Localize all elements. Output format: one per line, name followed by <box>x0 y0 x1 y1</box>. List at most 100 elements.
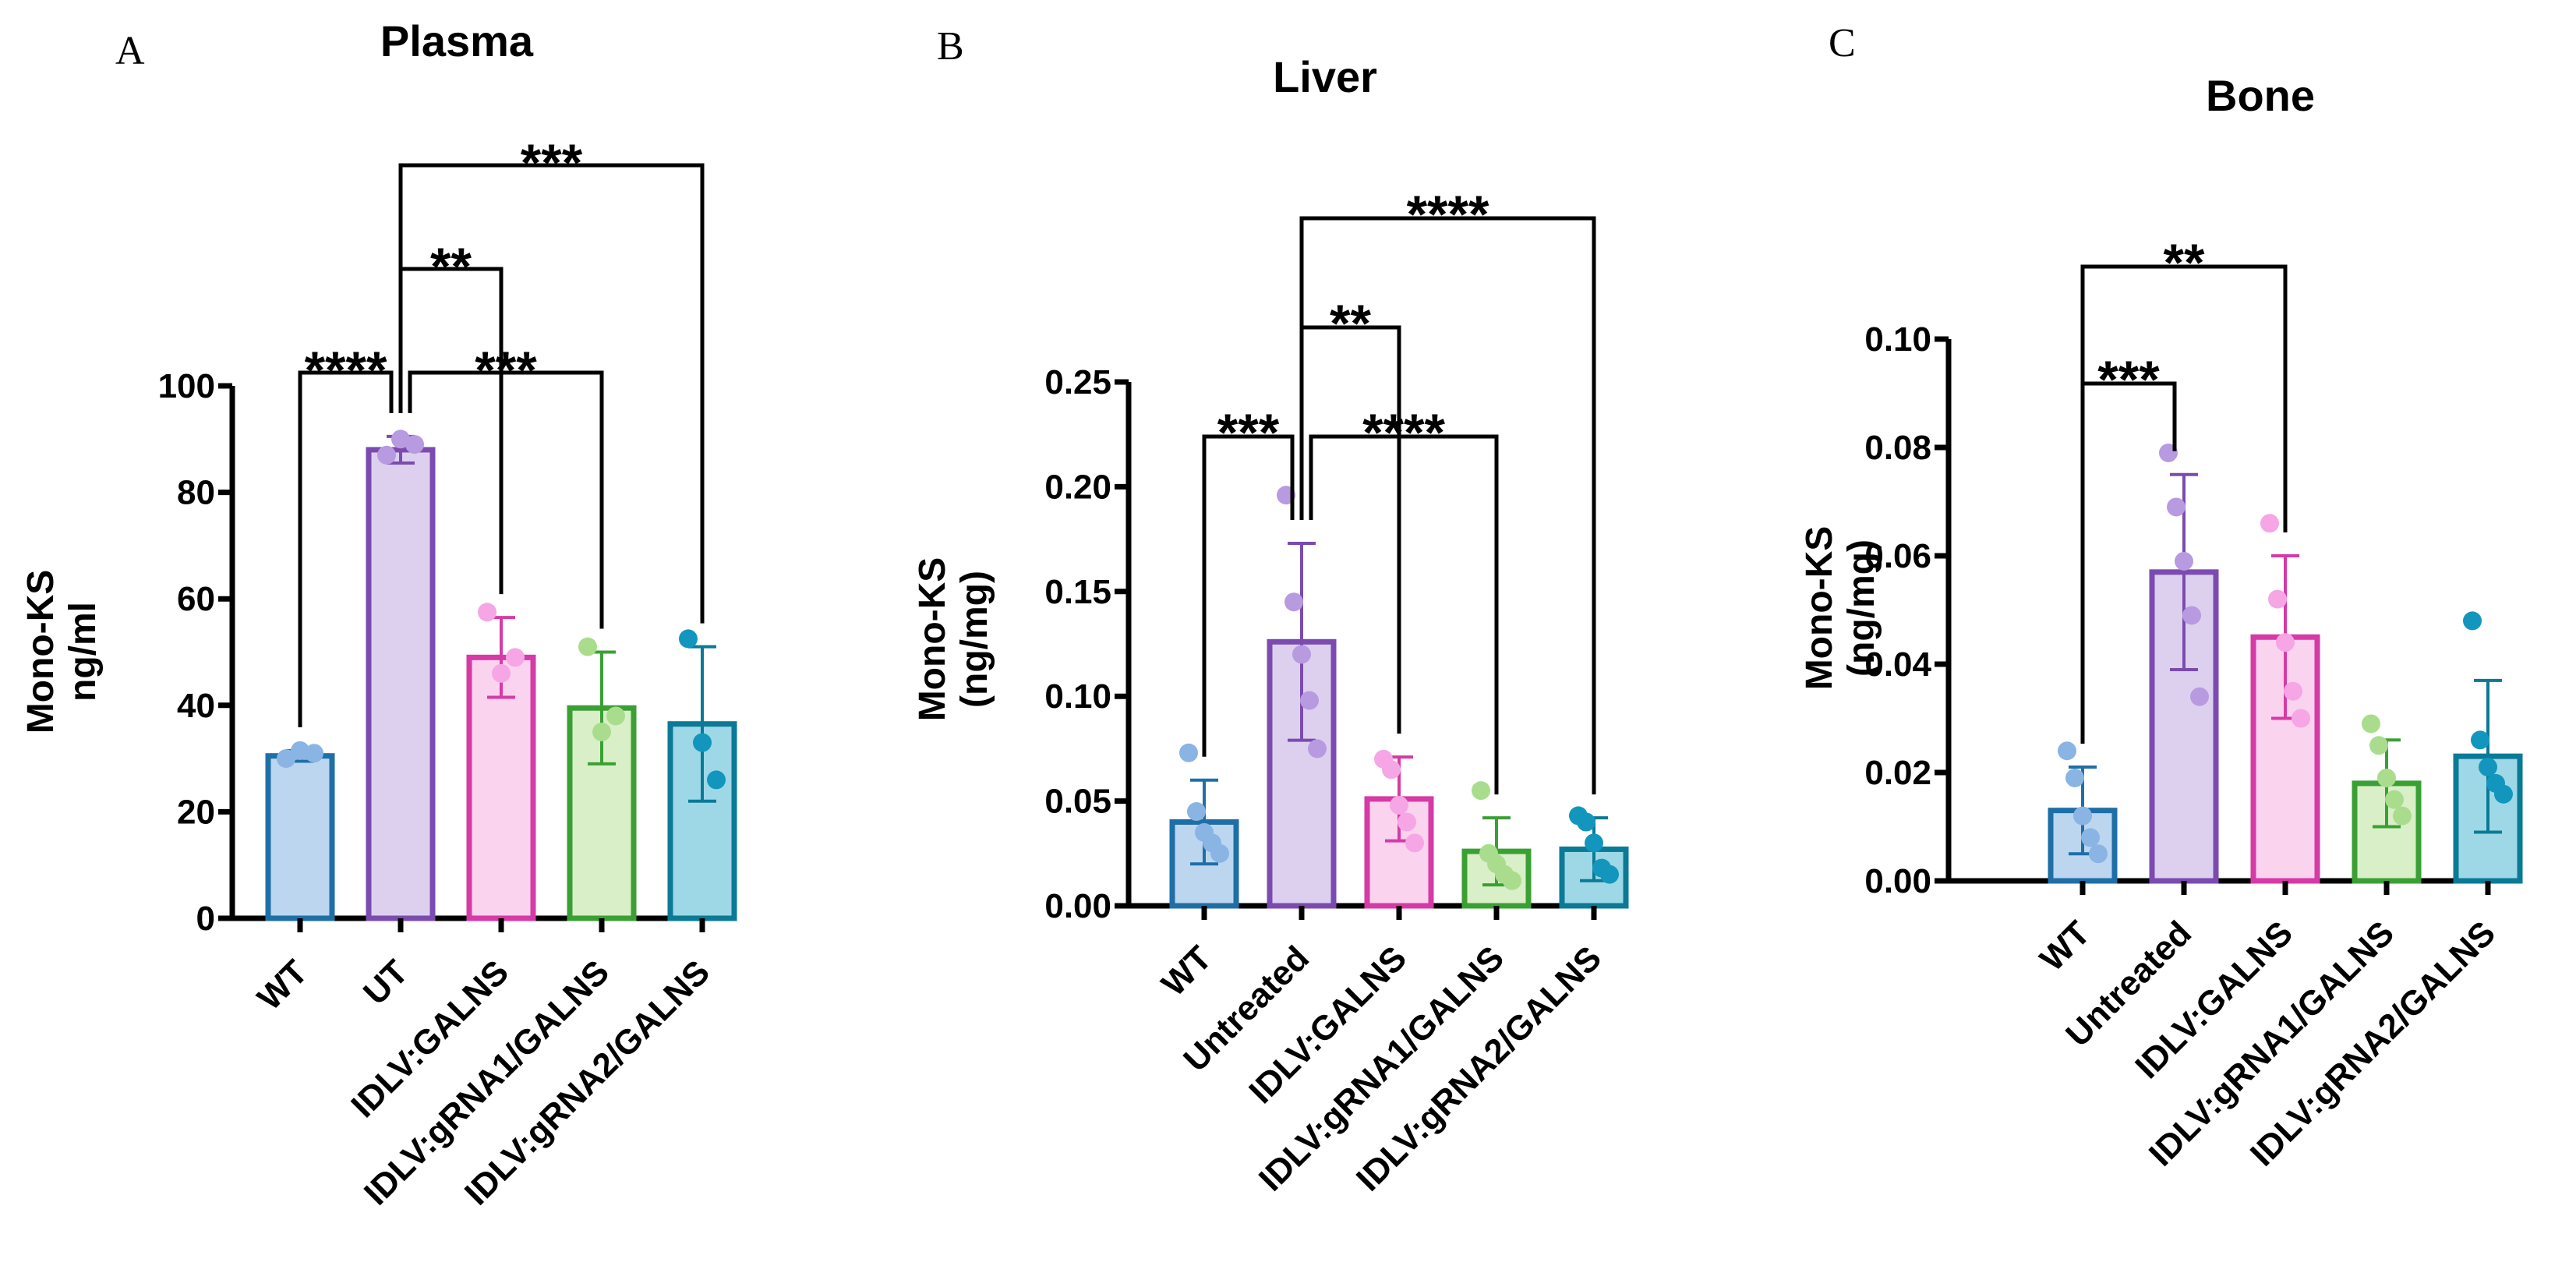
panel-a-data-point <box>707 770 726 790</box>
panel-b-y-tick-label: 0.00 <box>1044 887 1111 925</box>
panel-a-y-tick-label: 0 <box>196 900 215 938</box>
panel-a-bar-2 <box>366 447 436 921</box>
panel-c-data-point <box>2494 784 2513 804</box>
panel-c-data-point <box>2369 736 2388 755</box>
panel-b-significance-label-1: *** <box>1217 403 1280 462</box>
panel-c-data-point <box>2175 551 2193 571</box>
panel-b-data-point <box>1600 865 1619 884</box>
panel-a-data-point <box>478 603 496 622</box>
panel-a-category-label: WT <box>250 953 315 1017</box>
panel-a-significance-label-2: *** <box>475 341 537 400</box>
panel-c-data-point <box>2377 768 2396 787</box>
panel-c-data-point <box>2167 497 2186 517</box>
panel-c-y-tick-label: 0.10 <box>1864 320 1931 359</box>
panel-c-significance-label-1: *** <box>2097 350 2160 409</box>
panel-c-letter: C <box>1829 21 1856 65</box>
panel-a-y-axis-label-line: Mono-KS <box>20 570 62 734</box>
panel-b-category-label: WT <box>1154 939 1219 1003</box>
panel-c-data-point <box>2260 514 2279 533</box>
panel-c-y-axis-label-line: (ng/mg) <box>1841 539 1882 677</box>
panel-b-y-axis-label-line: (ng/mg) <box>954 571 995 708</box>
panel-c-y-tick-label: 0.04 <box>1864 645 1931 684</box>
panel-c-y-tick-label: 0.00 <box>1864 862 1931 900</box>
panel-b-data-point <box>1390 795 1408 815</box>
panel-c-data-point <box>2479 758 2497 777</box>
panel-a-category-label: UT <box>356 953 415 1012</box>
panel-a-y-tick-label: 60 <box>177 580 215 618</box>
panel-c-data-point <box>2292 709 2310 728</box>
panel-a-data-point <box>492 663 511 683</box>
panel-c-data-point <box>2284 681 2302 701</box>
panel-a-data-point <box>277 749 295 769</box>
panel-b-data-point <box>1187 802 1206 822</box>
panel-c-data-point <box>2073 806 2092 826</box>
panel-b-title: Liver <box>1273 52 1377 101</box>
panel-b-y-axis-label-line: Mono-KS <box>912 557 953 722</box>
panel-a-y-axis-label-line: ng/ml <box>62 602 104 702</box>
panel-a-significance-label-4: *** <box>521 133 583 193</box>
panel-b-significance-bracket-4 <box>1299 216 1596 795</box>
panel-b-chart: B Liver Mono-KS(ng/mg) 0.00 0.05 0.10 0.15 0.20… <box>912 24 1629 1199</box>
panel-b-y-tick-label: 0.05 <box>1044 783 1111 821</box>
panel-a-significance-bracket-1 <box>298 370 394 727</box>
panel-a-y-tick-label: 20 <box>177 793 215 831</box>
panel-c-data-point <box>2276 633 2295 652</box>
panel-c-y-axis-label-line: Mono-KS <box>1799 526 1840 691</box>
panel-a-significance-bracket-4 <box>398 163 705 624</box>
panel-c-data-point <box>2393 806 2412 826</box>
panel-b-significance-label-2: **** <box>1362 403 1445 462</box>
panel-b-data-point <box>1284 592 1303 612</box>
panel-c-data-point <box>2362 714 2380 734</box>
panel-a-data-point <box>606 706 625 726</box>
panel-b-data-point <box>1179 743 1198 762</box>
panel-b-significance-label-3: ** <box>1330 294 1371 353</box>
panel-c-y-tick-label: 0.08 <box>1864 429 1931 467</box>
panel-a-data-point <box>291 741 309 760</box>
panel-c-data-point <box>2190 687 2209 706</box>
panel-c-data-point <box>2385 790 2404 809</box>
panel-b-data-point <box>1472 781 1490 801</box>
panel-b-y-axis-label: Mono-KS(ng/mg) <box>912 557 995 722</box>
panel-a-letter: A <box>115 29 145 73</box>
panel-a-data-point <box>305 744 323 763</box>
panel-a-y-axis-label: Mono-KSng/ml <box>20 570 104 734</box>
panel-a-significance-label-3: ** <box>430 237 472 296</box>
panel-c-y-axis-label: Mono-KS(ng/mg) <box>1799 526 1882 691</box>
panel-b-data-point <box>1308 739 1327 758</box>
panel-a-data-point <box>391 430 410 449</box>
panel-c-data-point <box>2182 606 2201 625</box>
panel-a-title: Plasma <box>380 16 534 65</box>
panel-c-y-tick-label: 0.06 <box>1864 537 1931 575</box>
panel-c-data-point <box>2065 768 2084 787</box>
panel-a-y-tick-label: 100 <box>158 367 215 405</box>
panel-b-data-point <box>1382 760 1401 780</box>
panel-c-data-point <box>2089 844 2108 864</box>
panel-c-significance-label-2: ** <box>2164 233 2205 292</box>
panel-a-y-tick-label: 80 <box>177 474 215 512</box>
panel-b-data-point <box>1577 812 1595 832</box>
panel-b-data-point <box>1398 812 1416 832</box>
panel-c-data-point <box>2471 730 2489 750</box>
panel-b-data-point <box>1292 645 1311 664</box>
panel-a-data-point <box>679 629 698 649</box>
panel-b-y-tick-label: 0.10 <box>1044 677 1111 716</box>
panel-a-data-point <box>506 648 525 667</box>
panel-b-y-tick-label: 0.20 <box>1044 468 1111 506</box>
panel-c-chart: C Bone Mono-KS(ng/mg) 0.00 0.02 0.04 0.06 0.08 0… <box>1799 21 2523 1174</box>
panel-c-category-label: WT <box>2033 914 2097 978</box>
panel-b-significance-label-4: **** <box>1407 185 1489 244</box>
panel-a-significance-bracket-2 <box>408 370 604 629</box>
panel-c-significance-bracket-2 <box>2080 264 2288 744</box>
panel-a-data-point <box>693 733 712 752</box>
panel-c-y-tick-label: 0.02 <box>1864 754 1931 792</box>
panel-b-data-point <box>1585 833 1603 853</box>
panel-b-data-point <box>1300 691 1319 710</box>
panel-a-bar-1 <box>265 753 335 921</box>
panel-c-data-point <box>2081 828 2100 847</box>
panel-a-data-point <box>578 637 597 656</box>
panel-b-y-tick-label: 0.15 <box>1044 573 1111 611</box>
panel-a-data-point <box>592 722 611 741</box>
panel-c-data-point <box>2268 589 2287 609</box>
